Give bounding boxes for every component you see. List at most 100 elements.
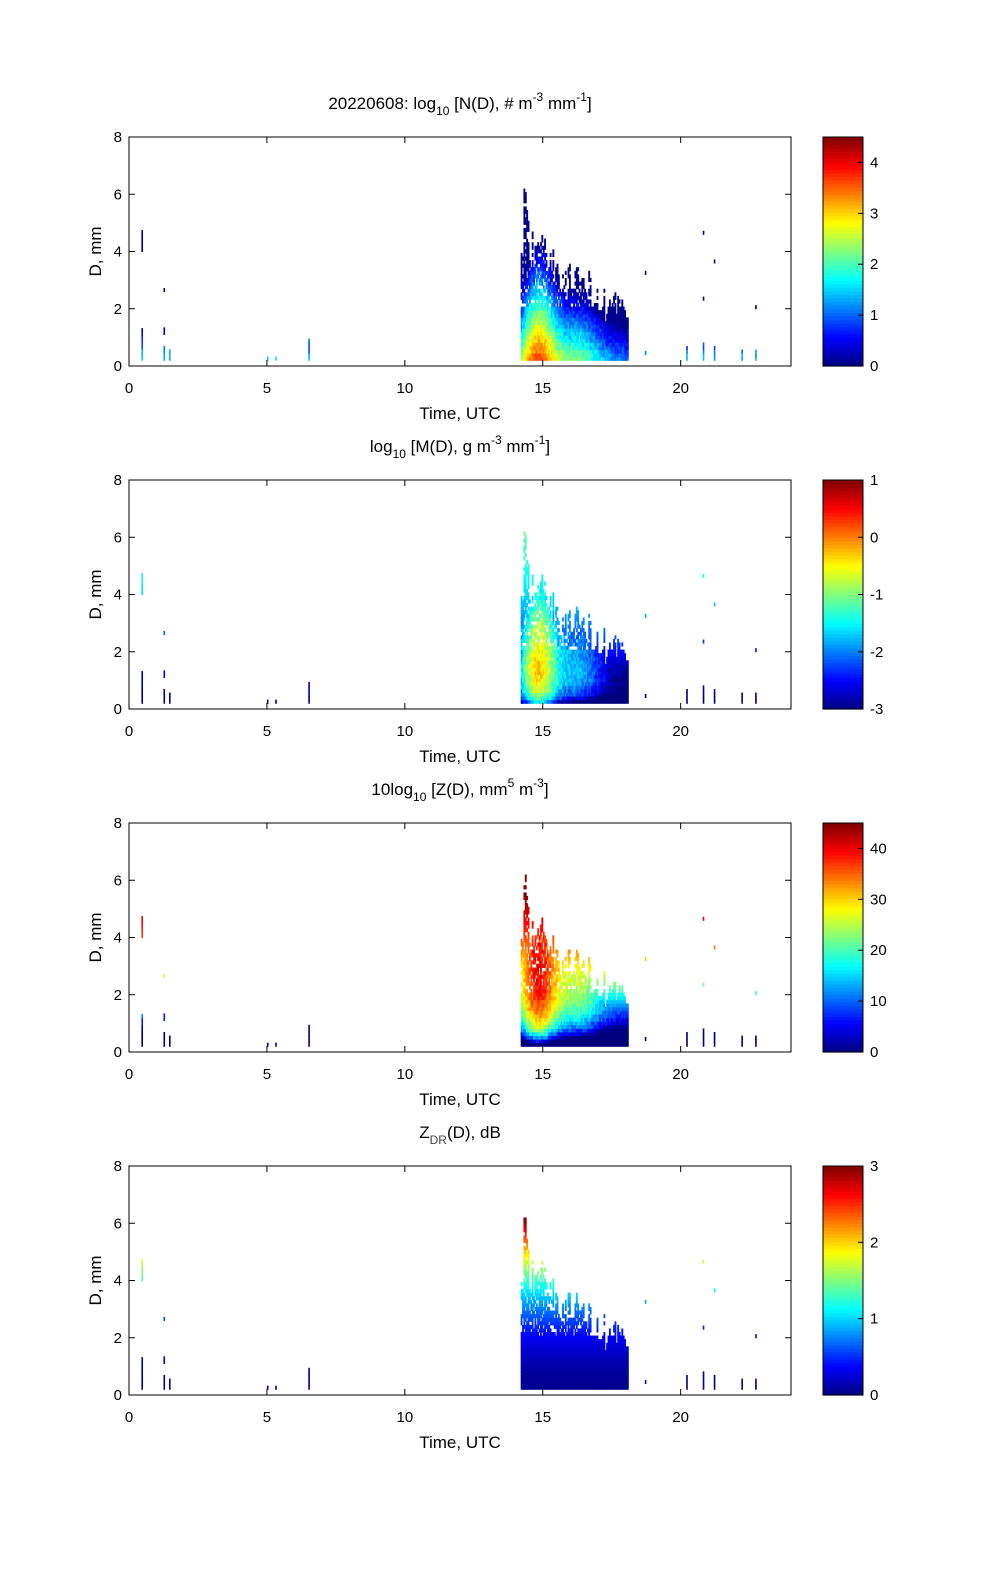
heatmap-cell bbox=[308, 353, 310, 357]
heatmap-cell bbox=[562, 964, 564, 968]
colorbar-segment bbox=[823, 605, 863, 609]
x-tick-label: 15 bbox=[534, 723, 551, 740]
heatmap-cell bbox=[686, 346, 688, 350]
heatmap-cell bbox=[141, 591, 143, 595]
heatmap-cell bbox=[525, 535, 527, 539]
colorbar-segment bbox=[823, 584, 863, 588]
heatmap-cell bbox=[597, 296, 599, 300]
heatmap-cell bbox=[532, 260, 534, 264]
heatmap-cell bbox=[612, 303, 614, 307]
heatmap-cell bbox=[141, 693, 143, 697]
heatmap-cell bbox=[526, 239, 528, 243]
heatmap-cell bbox=[614, 635, 616, 639]
panel-title: 20220608: log10 [N(D), # m-3 mm-1] bbox=[328, 90, 591, 118]
heatmap-cell bbox=[558, 639, 560, 643]
heatmap-cell bbox=[163, 674, 165, 678]
heatmap-cell bbox=[686, 700, 688, 704]
heatmap-cell bbox=[547, 950, 549, 954]
heatmap-cell bbox=[624, 314, 626, 318]
heatmap-cell bbox=[576, 989, 578, 993]
heatmap-cell bbox=[557, 299, 559, 303]
heatmap-cell bbox=[544, 267, 546, 271]
heatmap-cell bbox=[532, 921, 534, 925]
colorbar-segment bbox=[823, 312, 863, 316]
heatmap-cell bbox=[570, 989, 572, 993]
heatmap-cell bbox=[550, 253, 552, 257]
colorbar-segment bbox=[823, 620, 863, 624]
colorbar-segment bbox=[823, 580, 863, 584]
heatmap-cell bbox=[590, 289, 592, 293]
heatmap-cell bbox=[523, 246, 525, 250]
heatmap-cell bbox=[528, 574, 530, 578]
heatmap-cell bbox=[526, 989, 528, 993]
heatmap-cell bbox=[533, 978, 535, 982]
heatmap-cell bbox=[597, 303, 599, 307]
heatmap-cell bbox=[532, 264, 534, 268]
heatmap-cell bbox=[703, 693, 705, 697]
heatmap-cell bbox=[532, 600, 534, 604]
heatmap-cell bbox=[565, 964, 567, 968]
heatmap-cell bbox=[528, 946, 530, 950]
heatmap-cell bbox=[579, 625, 581, 629]
heatmap-cell bbox=[536, 278, 538, 282]
colorbar-segment bbox=[823, 212, 863, 216]
colorbar-segment bbox=[823, 591, 863, 595]
heatmap-cell bbox=[565, 625, 567, 629]
heatmap-cell bbox=[686, 689, 688, 693]
colorbar-segment bbox=[823, 612, 863, 616]
heatmap-cell bbox=[703, 297, 705, 301]
heatmap-cell bbox=[530, 646, 532, 650]
colorbar-segment bbox=[823, 548, 863, 552]
heatmap-cell bbox=[562, 289, 564, 293]
heatmap-cell bbox=[603, 310, 605, 314]
heatmap-cell bbox=[525, 935, 527, 939]
heatmap-cell bbox=[530, 964, 532, 968]
heatmap-cell bbox=[546, 978, 548, 982]
heatmap-cell bbox=[755, 696, 757, 700]
colorbar-segment bbox=[823, 627, 863, 631]
heatmap-cell bbox=[703, 346, 705, 350]
heatmap-cell bbox=[714, 700, 716, 704]
heatmap-cell bbox=[552, 939, 554, 943]
heatmap-cell bbox=[529, 957, 531, 961]
heatmap-cell bbox=[523, 614, 525, 618]
heatmap-cell bbox=[521, 982, 523, 986]
colorbar-segment bbox=[823, 323, 863, 327]
heatmap-cell bbox=[529, 600, 531, 604]
heatmap-cell bbox=[540, 932, 542, 936]
heatmap-cell bbox=[559, 975, 561, 979]
heatmap-cell bbox=[569, 971, 571, 975]
heatmap-cell bbox=[555, 610, 557, 614]
colorbar-segment bbox=[823, 305, 863, 309]
heatmap-cell bbox=[530, 978, 532, 982]
heatmap-cell bbox=[597, 989, 599, 993]
heatmap-cell bbox=[576, 628, 578, 632]
heatmap-cell bbox=[614, 653, 616, 657]
heatmap-cell bbox=[169, 350, 171, 354]
heatmap-cell bbox=[586, 296, 588, 300]
heatmap-cell bbox=[741, 350, 743, 354]
heatmap-cell bbox=[523, 932, 525, 936]
heatmap-cell bbox=[558, 278, 560, 282]
heatmap-cell bbox=[552, 935, 554, 939]
heatmap-cell bbox=[565, 271, 567, 275]
heatmap-cell bbox=[714, 357, 716, 361]
heatmap-cell bbox=[627, 350, 629, 354]
heatmap-cell bbox=[308, 682, 310, 686]
heatmap-cell bbox=[540, 935, 542, 939]
heatmap-cell bbox=[703, 357, 705, 361]
heatmap-cell bbox=[163, 350, 165, 354]
heatmap-cell bbox=[550, 617, 552, 621]
heatmap-cell bbox=[565, 971, 567, 975]
heatmap-cell bbox=[577, 960, 579, 964]
heatmap-cell bbox=[536, 592, 538, 596]
heatmap-cell bbox=[552, 600, 554, 604]
heatmap-cell bbox=[308, 346, 310, 350]
heatmap-cell bbox=[588, 274, 590, 278]
heatmap-cell bbox=[583, 960, 585, 964]
colorbar-segment bbox=[823, 659, 863, 663]
colorbar-segment bbox=[823, 180, 863, 184]
heatmap-cell bbox=[565, 628, 567, 632]
colorbar-segment bbox=[823, 598, 863, 602]
heatmap-cell bbox=[572, 642, 574, 646]
